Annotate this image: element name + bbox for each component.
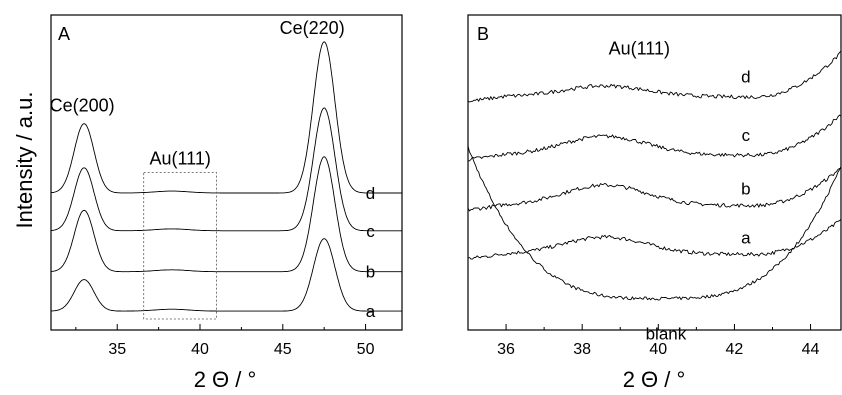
panel-a-trace-b [50, 156, 402, 273]
panel-a-label: A [58, 24, 70, 44]
panel-b-series-label-c: c [742, 126, 751, 145]
panel-b-x-tick-label: 42 [726, 341, 744, 358]
panel-a-traces [50, 41, 402, 312]
panel-a-trace-c [51, 107, 402, 232]
panel-a-trace-a [50, 238, 402, 312]
panel-a-x-tick-label: 45 [274, 341, 292, 358]
panel-b-x-axis-label: 2 Θ / ° [623, 367, 686, 392]
panel-b-x-ticks: 36 38 40 42 44 [467, 324, 820, 358]
panel-b-traces [467, 50, 842, 301]
panel-b-trace-b [467, 168, 842, 212]
panel-a: A 35 40 45 50 Au(111) Ce(200) Ce(220) abcd … [50, 14, 403, 392]
panel-b-series-label-a: a [741, 228, 751, 247]
panel-b-trace-d [467, 50, 842, 103]
panel-a-x-axis-label: 2 Θ / ° [194, 367, 257, 392]
panel-b-trace-blank [467, 145, 842, 301]
panel-b-frame [467, 14, 842, 331]
panel-a-frame [50, 14, 403, 331]
panel-a-x-ticks: 35 40 45 50 [75, 324, 375, 358]
au111-window-box [143, 172, 217, 320]
panel-b-trace-a [467, 218, 842, 260]
panel-a-series-labels: a b cd [366, 184, 376, 321]
panel-b-series-label-b: b [741, 180, 750, 199]
panel-a-x-tick-label: 40 [191, 341, 209, 358]
panel-b-series-label-d: d [741, 68, 750, 87]
panel-b-series-labels: blank a b c d [646, 68, 752, 344]
panel-b-x-tick-label: 38 [573, 341, 591, 358]
y-axis-label: Intensity / a.u. [12, 92, 37, 229]
panel-b-trace-c [467, 114, 842, 162]
panel-a-series-label-c: c [366, 222, 375, 241]
panel-a-series-label-a: a [366, 302, 376, 321]
panel-a-x-tick-label: 35 [108, 341, 126, 358]
panel-b: B 36 38 40 42 44 Au(111) blank a b c d 2 Θ / ° [467, 14, 842, 392]
au111-window-label: Au(111) [149, 149, 210, 169]
panel-a-x-tick-label: 50 [357, 341, 375, 358]
panel-b-series-label-blank: blank [646, 324, 687, 343]
panel-a-trace-d [50, 41, 402, 194]
panel-a-series-label-b: b [366, 263, 375, 282]
panel-b-x-tick-label: 44 [802, 341, 820, 358]
panel-b-x-tick-label: 36 [497, 341, 515, 358]
panel-a-series-label-d: d [366, 184, 375, 203]
panel-b-label: B [477, 24, 489, 44]
au111-annotation: Au(111) [609, 38, 670, 58]
peak-label-ce200: Ce(200) [50, 96, 115, 116]
panel-b-x-tick-label: 40 [649, 341, 667, 358]
peak-label-ce220: Ce(220) [280, 18, 345, 38]
